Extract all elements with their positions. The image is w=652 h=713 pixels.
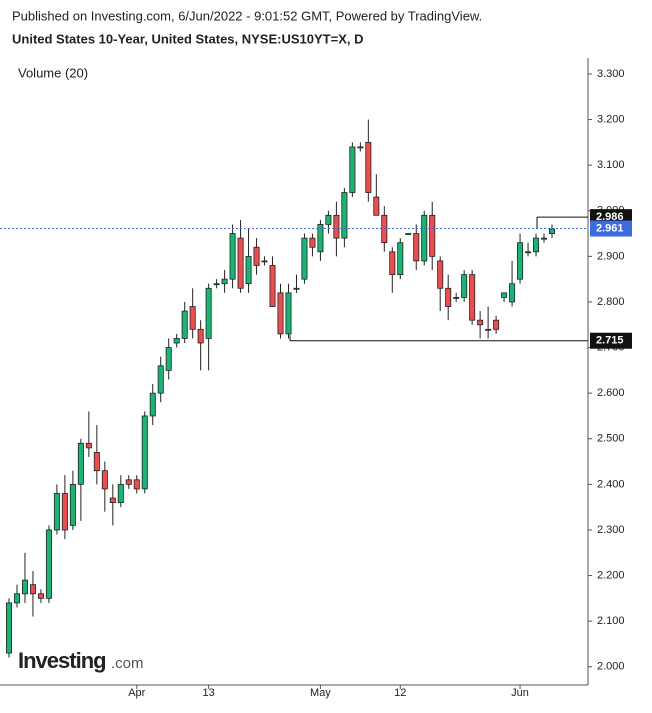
candle-body [349,146,356,193]
candle-body [213,283,220,286]
candle-body [45,529,52,599]
candle-body [277,292,284,335]
candle-body [93,452,100,472]
candle-body [101,470,108,490]
y-tick-label: 2.400 [597,478,625,490]
candle-body [517,242,524,280]
candle-body [477,319,484,326]
y-tick-label: 3.200 [597,113,625,125]
candle-body [141,415,148,490]
candle-body [493,319,500,330]
candle-body [109,497,116,504]
candle-body [365,141,372,193]
candle-body [245,255,252,285]
logo-brand: Investing [18,648,106,673]
candle-body [285,292,292,335]
candle-body [461,274,468,298]
y-tick-label: 2.300 [597,524,625,536]
candle-body [525,251,532,254]
candle-body [317,224,324,253]
candle-body [301,237,308,280]
level-label: 2.986 [596,211,624,223]
candle-body [221,278,228,285]
x-tick-label: 12 [394,687,406,699]
x-tick-label: May [310,687,331,699]
candle-body [117,483,124,503]
x-tick-label: Apr [128,687,145,699]
candle-body [541,237,548,240]
y-tick-label: 2.600 [597,387,625,399]
candle-body [397,242,404,275]
candle-body [173,338,180,344]
candle-body [469,274,476,321]
last-price-tag [590,220,632,237]
indicator-label: Volume (20) [18,65,88,80]
candle-body [373,196,380,216]
candle-body [77,442,84,485]
candle-body [389,251,396,276]
y-tick-label: 2.000 [597,661,625,673]
candle-body [237,237,244,289]
candle-body [6,602,12,654]
candle-body [293,287,300,290]
candle-body [341,192,348,239]
symbol-title: United States 10-Year, United States, NY… [12,31,363,46]
candle-body [61,493,68,531]
candle-body [405,233,412,235]
candle-body [53,493,60,531]
candle-body [85,442,92,449]
logo-suffix: .com [111,655,144,672]
candle-body [181,310,188,339]
y-tick-label: 2.500 [597,433,625,445]
candle-body [309,237,316,248]
level-label: 2.715 [596,335,624,347]
candle-body [325,214,332,225]
last-price-label: 2.961 [596,222,624,234]
candle-body [253,246,260,266]
candle-body [421,214,428,262]
candle-body [333,214,340,239]
y-tick-label: 2.800 [597,296,625,308]
candle-body [485,328,492,331]
candle-body [157,365,164,394]
candle-body [549,228,556,234]
candle-body [133,479,140,490]
candle-body [205,287,212,339]
candle-body [429,214,436,257]
candle-body [165,347,172,371]
candle-body [197,328,204,344]
candle-body [453,296,460,299]
candle-body [13,593,20,604]
candle-body [501,292,508,298]
candle-body [357,146,364,149]
y-tick-label: 2.900 [597,250,625,262]
y-tick-label: 3.100 [597,159,625,171]
candle-body [533,237,540,253]
y-tick-label: 3.300 [597,68,625,80]
x-tick-label: 13 [203,687,215,699]
y-tick-label: 2.100 [597,615,625,627]
candle-body [189,306,196,330]
candle-body [29,584,36,595]
level-tag [590,332,632,349]
candle-body [437,260,444,289]
candle-body [509,283,516,303]
candle-body [37,593,44,599]
candle-body [69,483,76,526]
candle-body [261,260,268,263]
candle-body [229,233,236,280]
candle-body [125,479,132,485]
x-tick-label: Jun [511,687,529,699]
candle-body [21,579,28,595]
candle-body [445,287,452,307]
y-tick-label: 2.200 [597,569,625,581]
candle-body [149,392,156,417]
published-line: Published on Investing.com, 6/Jun/2022 -… [12,8,482,23]
candle-body [269,265,276,307]
candle-body [413,233,420,262]
